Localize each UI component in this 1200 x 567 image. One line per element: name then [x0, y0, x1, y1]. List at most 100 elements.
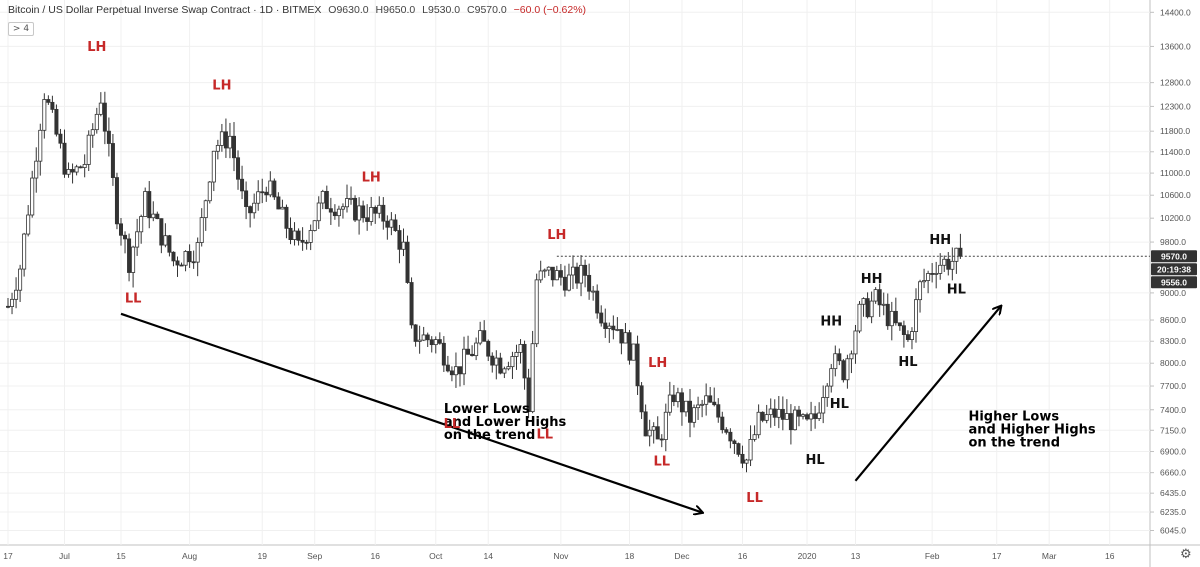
- time-tick-label: Feb: [925, 551, 940, 561]
- candle-body: [788, 413, 793, 431]
- candle-body: [740, 453, 745, 464]
- time-tick-label: Mar: [1042, 551, 1057, 561]
- candle-body: [575, 266, 580, 284]
- candle-body: [724, 429, 729, 433]
- candle-body: [175, 260, 180, 266]
- price-tick-label: 7150.0: [1160, 425, 1186, 435]
- candle-body: [284, 206, 289, 229]
- candle-body: [829, 368, 834, 387]
- candle-body: [490, 355, 495, 366]
- candle-body: [421, 334, 426, 341]
- candle-body: [756, 411, 761, 436]
- candle-body: [357, 205, 362, 221]
- bearish-swing-label: LL: [746, 491, 763, 506]
- price-tick-label: 7700.0: [1160, 381, 1186, 391]
- candle-body: [675, 392, 680, 403]
- candle-body: [897, 322, 902, 327]
- candle-body: [328, 208, 333, 213]
- candles-group: [6, 91, 963, 473]
- price-tag-secondary-bg: [1151, 276, 1197, 289]
- candle-body: [195, 242, 200, 263]
- candle-body: [570, 266, 575, 276]
- countdown-tag: 20:19:38: [1157, 265, 1191, 275]
- candle-body: [62, 142, 67, 175]
- candle-body: [163, 235, 168, 246]
- candle-body: [441, 342, 446, 366]
- downtrend-note-line: and Lower Highs: [444, 415, 567, 430]
- candle-body: [135, 231, 140, 248]
- candle-body: [482, 330, 487, 342]
- candle-body: [320, 190, 325, 204]
- candle-body: [256, 191, 261, 204]
- candle-body: [207, 181, 212, 202]
- candle-body: [849, 353, 854, 360]
- price-tick-label: 6660.0: [1160, 468, 1186, 478]
- candle-body: [22, 233, 27, 270]
- candle-body: [381, 204, 386, 222]
- candle-body: [554, 270, 559, 281]
- candle-body: [566, 274, 571, 291]
- time-tick-label: 13: [851, 551, 861, 561]
- candle-body: [102, 102, 107, 132]
- uptrend-note-line: and Higher Highs: [968, 422, 1095, 437]
- candle-body: [954, 247, 959, 262]
- time-tick-label: Nov: [553, 551, 569, 561]
- candle-body: [18, 268, 23, 291]
- candle-body: [110, 143, 115, 178]
- gear-icon[interactable]: ⚙: [1180, 547, 1192, 562]
- candle-body: [958, 247, 963, 257]
- candle-body: [131, 246, 136, 273]
- current-price-tag-bg: [1151, 250, 1197, 263]
- candle-body: [353, 197, 358, 221]
- price-tick-label: 12800.0: [1160, 78, 1191, 88]
- candle-body: [538, 270, 543, 281]
- candle-body: [918, 281, 923, 301]
- candle-body: [50, 101, 55, 110]
- bullish-swing-label: HH: [929, 233, 951, 248]
- candle-body: [223, 131, 228, 149]
- candle-body: [167, 235, 172, 253]
- candle-body: [304, 241, 309, 244]
- candle-body: [760, 411, 765, 421]
- candle-body: [308, 230, 313, 243]
- bearish-swing-label: LL: [444, 417, 461, 432]
- candle-body: [123, 234, 128, 240]
- candle-body: [558, 270, 563, 278]
- indicators-collapse-button[interactable]: > 4: [8, 22, 34, 36]
- candle-body: [470, 353, 475, 357]
- price-tick-label: 14400.0: [1160, 7, 1191, 17]
- price-tick-label: 11000.0: [1160, 168, 1190, 178]
- candle-body: [453, 366, 458, 376]
- time-tick-label: 2020: [798, 551, 817, 561]
- candle-body: [264, 191, 269, 196]
- candle-body: [42, 99, 47, 131]
- downtrend-note-line: on the trend: [444, 428, 536, 443]
- time-tick-label: Jul: [59, 551, 70, 561]
- price-tick-label: 11800.0: [1160, 126, 1190, 136]
- candle-body: [260, 191, 265, 194]
- candle-body: [550, 266, 555, 281]
- candle-body: [583, 264, 588, 276]
- bearish-swing-label: LH: [362, 170, 381, 185]
- candle-body: [708, 395, 713, 403]
- candle-body: [377, 204, 382, 214]
- candle-body: [817, 412, 822, 419]
- candle-body: [449, 370, 454, 376]
- price-tick-label: 6900.0: [1160, 447, 1186, 457]
- candle-body: [462, 348, 467, 375]
- bullish-swing-label: HL: [806, 453, 825, 468]
- time-tick-label: Aug: [182, 551, 197, 561]
- candle-body: [942, 258, 947, 266]
- price-tick-label: 10600.0: [1160, 190, 1191, 200]
- candle-body: [853, 330, 858, 355]
- candle-body: [147, 191, 152, 219]
- candle-body: [187, 251, 192, 263]
- candle-body: [893, 310, 898, 324]
- candle-body: [526, 377, 531, 413]
- candle-body: [780, 408, 785, 420]
- candle-body: [744, 459, 749, 464]
- candle-body: [211, 150, 216, 183]
- price-change: −60.0 (−0.62%): [513, 4, 587, 16]
